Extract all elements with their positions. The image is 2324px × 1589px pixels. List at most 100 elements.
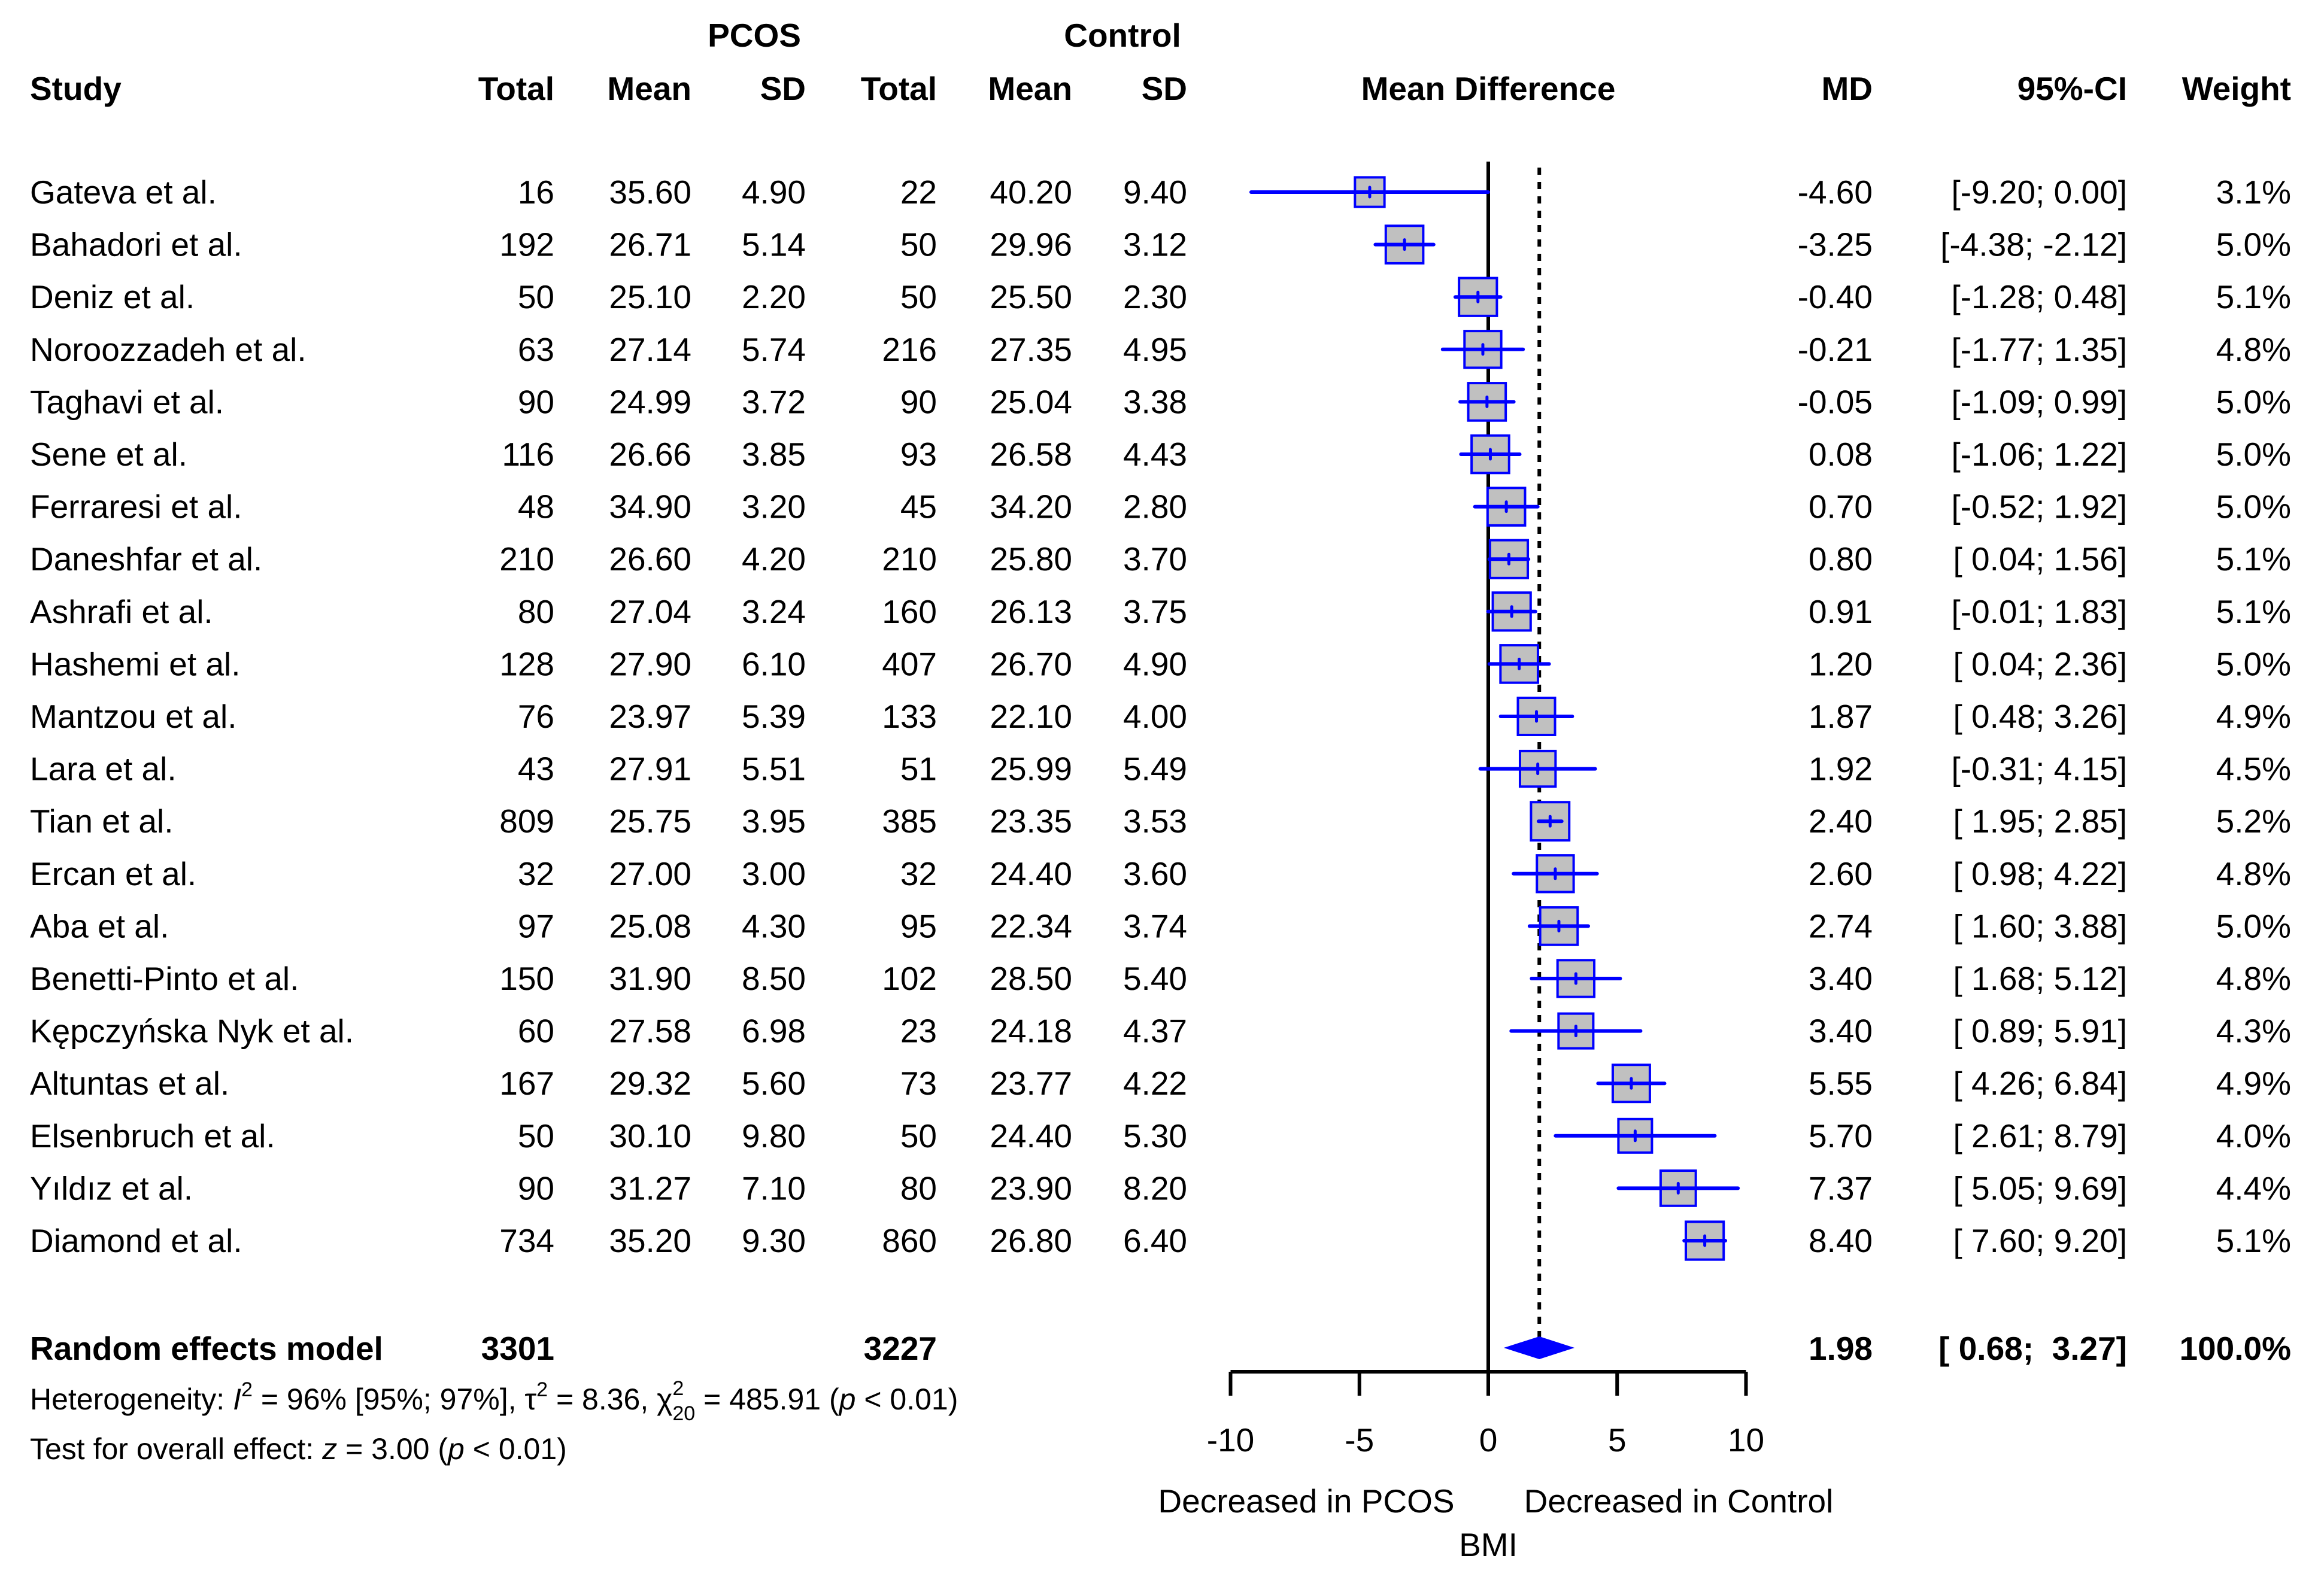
study-rows: Gateva et al. 16 35.60 4.90 22 40.20 9.40 -4.60… bbox=[30, 174, 2291, 1259]
mean-pcos: 31.27 bbox=[609, 1169, 691, 1207]
study-name: Ferraresi et al. bbox=[30, 488, 242, 525]
total-pcos: 48 bbox=[518, 488, 554, 525]
table-row: Gateva et al. 16 35.60 4.90 22 40.20 9.40 -4.60… bbox=[30, 174, 2291, 211]
total-pcos: 76 bbox=[518, 698, 554, 735]
mean-pcos: 24.99 bbox=[609, 383, 691, 420]
sd-control: 4.22 bbox=[1123, 1065, 1187, 1102]
header-mean-difference: Mean Difference bbox=[1361, 70, 1616, 107]
mean-control: 23.35 bbox=[990, 803, 1072, 840]
md-value: -3.25 bbox=[1798, 226, 1873, 263]
ci-value: [ 7.60; 9.20] bbox=[1953, 1222, 2128, 1259]
table-row: Diamond et al. 734 35.20 9.30 860 26.80 6.40 8.… bbox=[30, 1222, 2291, 1259]
sd-pcos: 3.85 bbox=[742, 436, 806, 473]
sd-control: 3.12 bbox=[1123, 226, 1187, 263]
sd-pcos: 3.72 bbox=[742, 383, 806, 420]
md-value: 5.70 bbox=[1809, 1117, 1873, 1154]
table-row: Ferraresi et al. 48 34.90 3.20 45 34.20 2.80 0.… bbox=[30, 488, 2291, 525]
sd-control: 2.80 bbox=[1123, 488, 1187, 525]
study-name: Noroozzadeh et al. bbox=[30, 331, 307, 368]
total-control: 210 bbox=[882, 540, 937, 578]
weight-value: 4.4% bbox=[2216, 1169, 2291, 1207]
md-value: -0.21 bbox=[1798, 331, 1873, 368]
total-pcos: 116 bbox=[502, 436, 554, 473]
sd-control: 3.75 bbox=[1123, 593, 1187, 630]
total-pcos: 16 bbox=[518, 174, 554, 211]
total-control: 50 bbox=[900, 1117, 937, 1154]
header-ci: 95%-CI bbox=[2017, 70, 2127, 107]
mean-control: 28.50 bbox=[990, 960, 1072, 997]
total-control: 860 bbox=[882, 1222, 937, 1259]
mean-control: 26.80 bbox=[990, 1222, 1072, 1259]
ci-value: [-1.77; 1.35] bbox=[1951, 331, 2127, 368]
mean-control: 23.90 bbox=[990, 1169, 1072, 1207]
mean-control: 34.20 bbox=[990, 488, 1072, 525]
mean-pcos: 26.60 bbox=[609, 540, 691, 578]
weight-value: 4.8% bbox=[2216, 331, 2291, 368]
total-control: 80 bbox=[900, 1169, 937, 1207]
total-pcos: 90 bbox=[518, 383, 554, 420]
table-row: Bahadori et al. 192 26.71 5.14 50 29.96 3.12 -3… bbox=[30, 226, 2291, 263]
x-axis-label: BMI bbox=[1459, 1526, 1518, 1563]
ci-value: [-9.20; 0.00] bbox=[1951, 174, 2127, 211]
pooled-total-control: 3227 bbox=[864, 1330, 937, 1367]
pooled-total-pcos: 3301 bbox=[481, 1330, 554, 1367]
mean-control: 25.99 bbox=[990, 751, 1072, 788]
md-value: 1.20 bbox=[1809, 645, 1873, 682]
sd-pcos: 3.20 bbox=[742, 488, 806, 525]
study-name: Mantzou et al. bbox=[30, 698, 236, 735]
sd-pcos: 5.14 bbox=[742, 226, 806, 263]
sd-control: 4.00 bbox=[1123, 698, 1187, 735]
total-control: 160 bbox=[882, 593, 937, 630]
total-control: 32 bbox=[900, 855, 937, 892]
sd-pcos: 5.74 bbox=[742, 331, 806, 368]
sd-pcos: 6.98 bbox=[742, 1013, 806, 1050]
table-row: Yıldız et al. 90 31.27 7.10 80 23.90 8.20 7.37 [… bbox=[30, 1169, 2291, 1207]
header-total-control: Total bbox=[861, 70, 937, 107]
sd-pcos: 8.50 bbox=[742, 960, 806, 997]
header-weight: Weight bbox=[2182, 70, 2291, 107]
weight-value: 4.9% bbox=[2216, 698, 2291, 735]
md-value: 0.91 bbox=[1809, 593, 1873, 630]
sd-control: 6.40 bbox=[1123, 1222, 1187, 1259]
total-pcos: 32 bbox=[518, 855, 554, 892]
table-row: Lara et al. 43 27.91 5.51 51 25.99 5.49 1.92 [-0… bbox=[30, 751, 2291, 788]
study-name: Ercan et al. bbox=[30, 855, 196, 892]
mean-pcos: 27.14 bbox=[609, 331, 691, 368]
mean-control: 25.80 bbox=[990, 540, 1072, 578]
sd-control: 3.70 bbox=[1123, 540, 1187, 578]
sd-pcos: 5.51 bbox=[742, 751, 806, 788]
sd-pcos: 4.20 bbox=[742, 540, 806, 578]
mean-pcos: 29.32 bbox=[609, 1065, 691, 1102]
mean-control: 25.50 bbox=[990, 278, 1072, 315]
sd-control: 4.95 bbox=[1123, 331, 1187, 368]
total-pcos: 150 bbox=[499, 960, 554, 997]
total-control: 22 bbox=[900, 174, 937, 211]
mean-control: 22.10 bbox=[990, 698, 1072, 735]
table-row: Daneshfar et al. 210 26.60 4.20 210 25.80 3.70… bbox=[30, 540, 2291, 578]
study-name: Bahadori et al. bbox=[30, 226, 242, 263]
ci-value: [-0.52; 1.92] bbox=[1951, 488, 2127, 525]
study-name: Ashrafi et al. bbox=[30, 593, 213, 630]
ci-value: [ 2.61; 8.79] bbox=[1953, 1117, 2128, 1154]
mean-control: 24.40 bbox=[990, 1117, 1072, 1154]
x-left-label: Decreased in PCOS bbox=[1158, 1482, 1454, 1520]
total-control: 45 bbox=[900, 488, 937, 525]
total-control: 90 bbox=[900, 383, 937, 420]
mean-control: 26.13 bbox=[990, 593, 1072, 630]
sd-pcos: 6.10 bbox=[742, 645, 806, 682]
x-tick-label: -5 bbox=[1345, 1421, 1374, 1459]
md-value: -0.40 bbox=[1798, 278, 1873, 315]
ci-value: [ 5.05; 9.69] bbox=[1953, 1169, 2128, 1207]
sd-pcos: 9.80 bbox=[742, 1117, 806, 1154]
plot-marks bbox=[1249, 162, 1740, 1372]
mean-pcos: 30.10 bbox=[609, 1117, 691, 1154]
mean-pcos: 25.10 bbox=[609, 278, 691, 315]
weight-value: 5.1% bbox=[2216, 1222, 2291, 1259]
ci-value: [ 0.98; 4.22] bbox=[1953, 855, 2128, 892]
md-value: 2.40 bbox=[1809, 803, 1873, 840]
mean-control: 24.40 bbox=[990, 855, 1072, 892]
ci-value: [-1.09; 0.99] bbox=[1951, 383, 2127, 420]
ci-value: [ 0.04; 1.56] bbox=[1953, 540, 2128, 578]
total-pcos: 734 bbox=[499, 1222, 554, 1259]
mean-pcos: 35.60 bbox=[609, 174, 691, 211]
